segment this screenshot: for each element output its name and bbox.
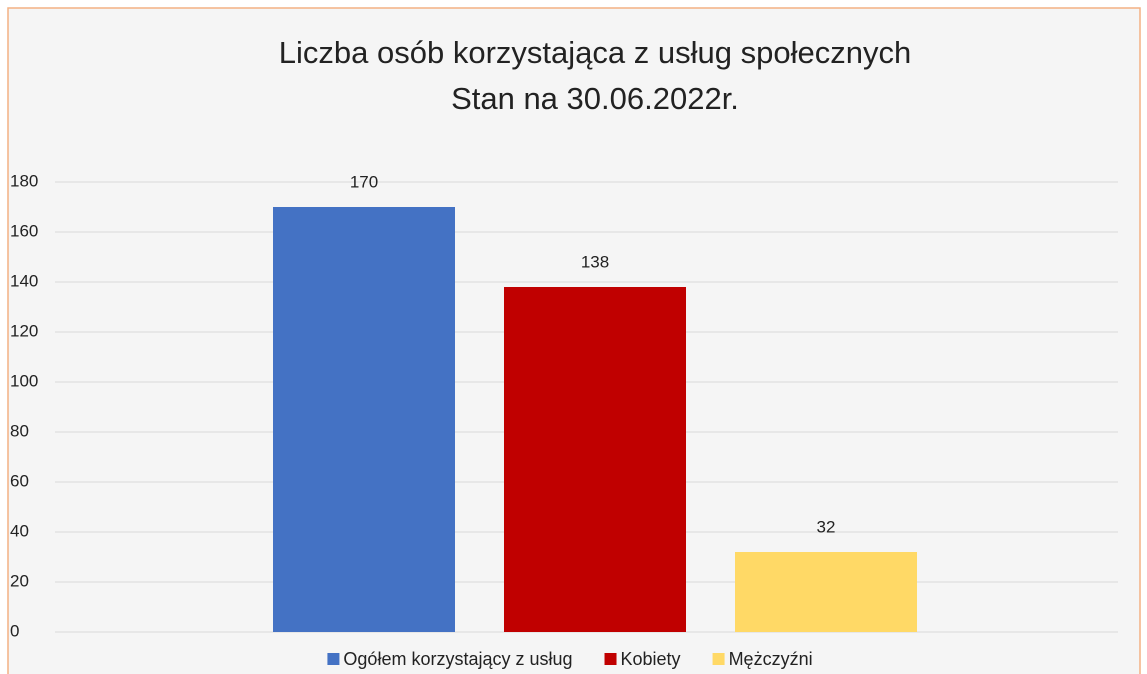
y-tick-label: 0 xyxy=(10,621,19,640)
data-label: 138 xyxy=(581,252,609,271)
bar xyxy=(735,552,917,632)
legend-label: Ogółem korzystający z usług xyxy=(343,649,572,669)
bar xyxy=(504,287,686,632)
bar xyxy=(273,207,455,632)
y-tick-label: 20 xyxy=(10,571,29,590)
chart-subtitle: Stan na 30.06.2022r. xyxy=(451,81,739,116)
legend-swatch xyxy=(712,653,725,665)
legend-label: Kobiety xyxy=(621,649,681,669)
y-tick-label: 40 xyxy=(10,521,29,540)
legend-swatch xyxy=(327,653,340,665)
y-tick-label: 180 xyxy=(10,171,38,190)
data-label: 32 xyxy=(817,517,836,536)
data-label: 170 xyxy=(350,172,378,191)
chart-title: Liczba osób korzystająca z usług społecz… xyxy=(279,35,911,70)
legend-label: Mężczyźni xyxy=(729,649,813,669)
y-tick-label: 60 xyxy=(10,471,29,490)
legend-swatch xyxy=(604,653,617,665)
y-tick-label: 160 xyxy=(10,221,38,240)
y-tick-label: 120 xyxy=(10,321,38,340)
y-tick-label: 100 xyxy=(10,371,38,390)
y-tick-label: 140 xyxy=(10,271,38,290)
y-tick-label: 80 xyxy=(10,421,29,440)
